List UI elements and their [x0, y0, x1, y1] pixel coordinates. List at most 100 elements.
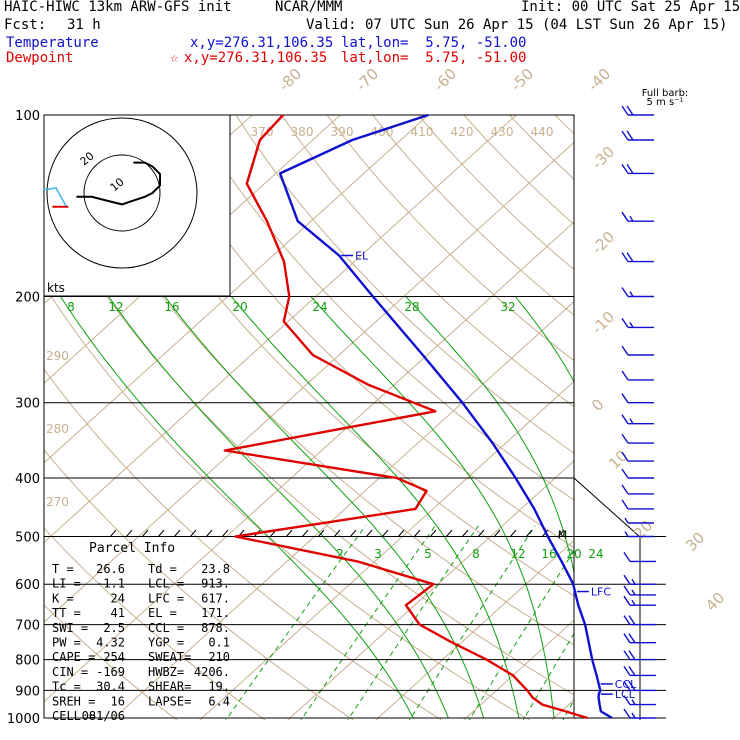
dry-adiabats: [44, 115, 740, 731]
hatch-mark: [461, 529, 469, 538]
wind-barb: [621, 499, 654, 510]
pressure-tick-label: 600: [15, 578, 40, 593]
wind-barb: [623, 585, 656, 596]
isotherm-line: [44, 221, 574, 703]
parcel-field-value: 41: [111, 606, 125, 620]
mixing-ratio-label: 16: [541, 547, 556, 561]
isotherm-label: 30: [682, 529, 708, 555]
barb-key-line2: 5 m s⁻¹: [647, 97, 684, 108]
hatch-mark: [301, 529, 309, 538]
isotherm-label: -20: [588, 228, 618, 258]
forecast-label: Fcst:: [4, 17, 47, 33]
parcel-field-value: 19.: [208, 680, 230, 694]
isotherm-line: [463, 619, 574, 720]
dry-adiabat-line: [144, 115, 574, 549]
parcel-field-value: 081/06: [82, 709, 125, 723]
hatch-mark: [365, 529, 373, 538]
dry-adiabat-label: 410: [411, 125, 434, 139]
isotherm-line: [0, 102, 3, 731]
wind-barb: [621, 468, 654, 479]
dry-adiabat-label: 370: [251, 125, 274, 139]
dry-adiabat-line: [601, 115, 740, 731]
wind-barb: [621, 484, 654, 495]
dry-adiabat-line: [44, 284, 531, 720]
dry-adiabat-label: 440: [531, 125, 554, 139]
dry-adiabat-label: 420: [451, 125, 474, 139]
isotherm-line: [375, 539, 574, 720]
wind-barb: [623, 595, 656, 606]
isotherm-label: -40: [584, 65, 614, 95]
dry-adiabat-line: [44, 604, 178, 720]
wind-barb: [621, 252, 654, 263]
hodograph-trace: [76, 161, 161, 206]
mixing-ratio-label: 24: [588, 547, 603, 561]
parcel-field-value: 171.: [201, 606, 230, 620]
wind-barb: [623, 681, 656, 692]
mixing-ratio-line: [468, 549, 574, 720]
parcel-field-value: 913.: [201, 577, 230, 591]
parcel-field-label: LI =: [52, 577, 81, 591]
mixing-ratio-label: 16: [164, 300, 179, 314]
dry-adiabat-label: 270: [46, 495, 69, 509]
hodograph-unit-label: kts: [47, 281, 65, 295]
parcel-field-label: CAPE =: [52, 650, 95, 664]
hatch-mark: [349, 529, 357, 538]
mixing-ratio-label: 20: [232, 300, 247, 314]
parcel-field-label: CCL =: [148, 621, 184, 635]
dry-adiabat-line: [509, 115, 574, 180]
hatch-mark: [557, 529, 565, 538]
mixing-ratio-line: [657, 526, 740, 731]
wind-barb: [621, 287, 654, 298]
parcel-field-value: 0.1: [208, 636, 230, 650]
wind-barb: [624, 531, 654, 538]
hatch-mark: [381, 529, 389, 538]
hatch-mark: [285, 529, 293, 538]
mixing-ratio-label: 28: [404, 300, 419, 314]
pressure-tick-label: 900: [15, 684, 40, 699]
hatch-mark: [109, 529, 117, 538]
hodograph-box: [43, 114, 231, 297]
mixing-ratio-label: 8: [472, 547, 480, 561]
isotherm-line: [716, 102, 740, 731]
mixing-ratio-label: 32: [500, 300, 515, 314]
mixing-ratio-lines: [225, 525, 740, 731]
wind-barb: [623, 615, 656, 626]
dry-adiabat-line: [646, 115, 740, 731]
dewpoint-latlon: lat,lon= 5.75, -51.00: [341, 50, 527, 66]
parcel-field-label: TT =: [52, 606, 81, 620]
isotherm-line: [287, 460, 574, 720]
hatch-mark: [413, 529, 421, 538]
isotherm-label: 40: [702, 589, 728, 615]
parcel-field-label: HWBZ=: [148, 665, 184, 679]
wind-barbs: Full barb:5 m s⁻¹: [621, 88, 689, 719]
wind-barb: [621, 318, 654, 329]
dewpoint-profile: [223, 114, 588, 720]
parcel-field-value: -169: [96, 665, 125, 679]
parcel-field-label: EL =: [148, 606, 177, 620]
barb-key-line1: Full barb:: [642, 88, 689, 99]
hatch-mark: [445, 529, 453, 538]
parcel-info-title: Parcel Info: [89, 541, 175, 556]
hatch-mark: [141, 529, 149, 538]
dewpoint-xy: x,y=276.31,106.35: [184, 50, 328, 66]
mixing-ratio-line: [300, 525, 436, 720]
hatch-mark: [333, 529, 341, 538]
parcel-field-label: LFC =: [148, 591, 184, 605]
wind-barb: [621, 345, 654, 356]
isotherm-line: [111, 301, 574, 720]
hatch-mark: [397, 529, 405, 538]
hatch-mark: [125, 529, 133, 538]
parcel-field-value: 24: [111, 591, 125, 605]
dry-adiabat-line: [554, 115, 574, 135]
parcel-field-label: YGP =: [148, 636, 184, 650]
mixing-ratio-label: 8: [67, 300, 75, 314]
hodograph-ring-outer: [46, 117, 198, 269]
parcel-field-label: SWEAT=: [148, 650, 191, 664]
mixing-ratio-line: [638, 526, 740, 731]
dry-adiabat-line: [44, 368, 443, 720]
parcel-field-value: 26.6: [96, 562, 125, 576]
isotherm-line: [44, 141, 574, 623]
temperature-profile: [278, 113, 613, 720]
